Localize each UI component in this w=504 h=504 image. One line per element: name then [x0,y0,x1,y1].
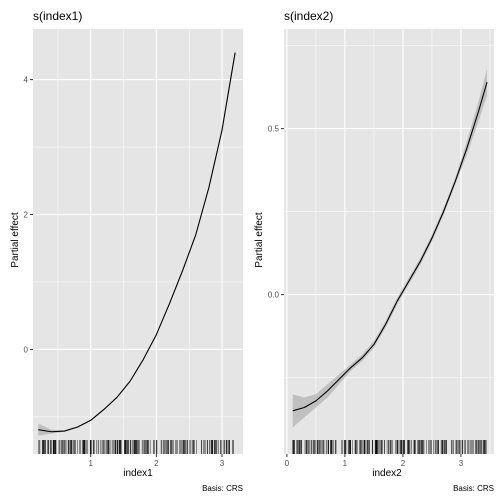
y-axis-title: Partial effect [10,212,21,268]
basis-caption: Basis: CRS [202,484,243,493]
x-tick-label: 2 [401,459,406,468]
grid-lines [33,29,243,454]
x-tick-label: 2 [154,459,159,468]
plot-background [33,29,243,454]
x-axis-title: index1 [123,468,153,479]
y-tick-label: 0.0 [268,291,280,300]
x-tick-label: 3 [220,459,225,468]
x-axis-title: index2 [372,468,402,479]
smooth-curve [292,81,488,412]
y-axis: 0.0 0.5 [268,125,284,300]
x-tick-label: 1 [343,459,348,468]
x-axis: 0 1 2 3 [285,454,464,468]
y-tick-label: 0.5 [268,125,280,134]
y-tick-label: 0 [24,345,29,354]
curve-layer [292,81,488,412]
plot-background [284,29,494,454]
smooth-curve [38,52,236,433]
y-axis: 0 2 4 [24,76,33,354]
y-axis-title: Partial effect [254,212,265,268]
x-axis: 1 2 3 [89,454,225,468]
basis-caption: Basis: CRS [453,484,494,493]
x-tick-label: 3 [459,459,464,468]
y-tick-label: 4 [24,76,29,85]
x-tick-label: 0 [285,459,290,468]
rug-marks [292,440,487,454]
y-tick-label: 2 [24,211,29,220]
grid-lines [284,29,494,454]
panel-title: s(index1) [33,9,82,23]
panel-title: s(index2) [284,9,333,23]
curve-layer [38,52,236,433]
rug-marks [38,440,234,454]
x-tick-label: 1 [89,459,94,468]
chart-panel-index2: s(index2) 0 1 2 3 0.0 0.5 index2 Partial eff… [254,9,494,493]
